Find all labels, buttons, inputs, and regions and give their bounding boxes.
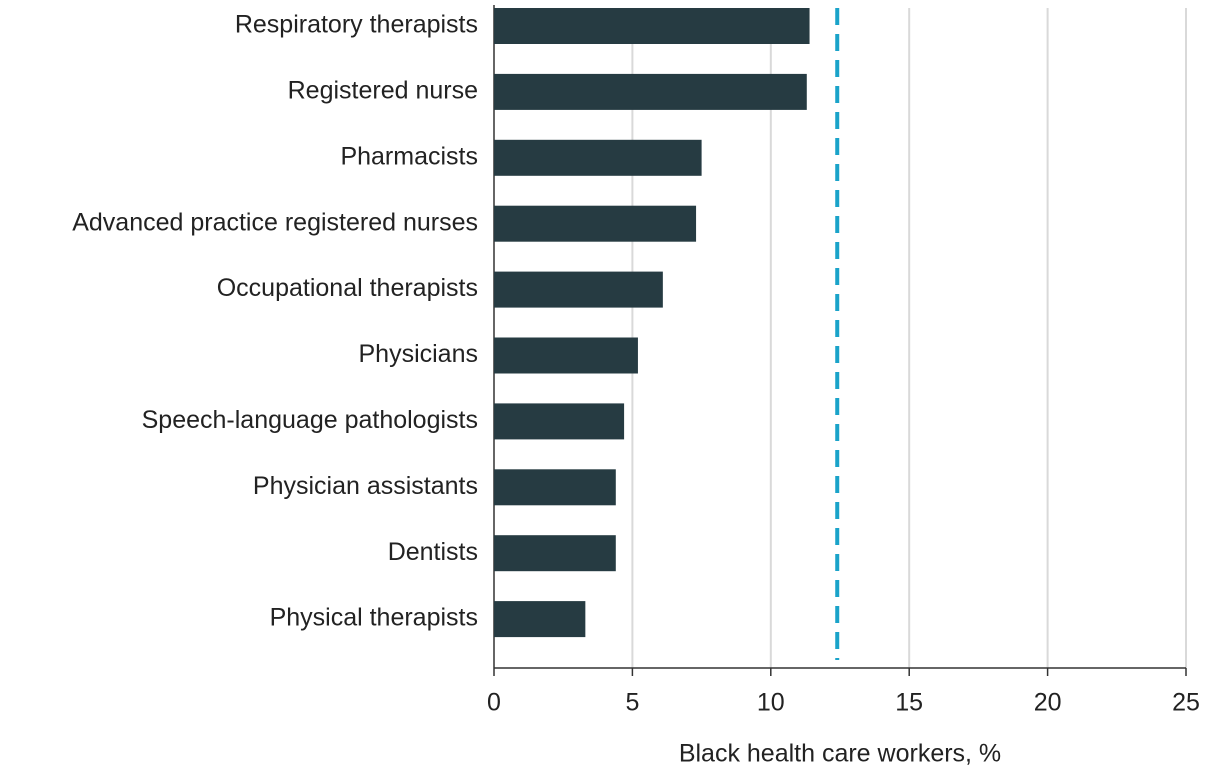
y-tick-label: Physician assistants (253, 472, 478, 500)
x-tick-label: 15 (895, 689, 923, 717)
bar (494, 8, 810, 44)
y-tick-label: Physical therapists (270, 604, 478, 632)
x-tick-label: 20 (1034, 689, 1062, 717)
x-tick-label: 10 (757, 689, 785, 717)
bar (494, 73, 807, 110)
x-tick-label: 25 (1172, 689, 1200, 717)
bar (494, 403, 625, 440)
bar (494, 205, 697, 242)
bar (494, 535, 616, 572)
x-axis-title: Black health care workers, % (679, 740, 1001, 768)
y-tick-label: Dentists (388, 538, 478, 566)
bar (494, 271, 663, 308)
y-tick-label: Physicians (359, 340, 479, 368)
x-tick-label: 5 (625, 689, 639, 717)
bar (494, 337, 638, 374)
y-tick-label: Pharmacists (340, 142, 478, 170)
y-tick-label: Advanced practice registered nurses (72, 208, 478, 236)
bar (494, 139, 702, 176)
bar (494, 601, 586, 638)
y-tick-label: Registered nurse (288, 77, 478, 105)
y-tick-label: Respiratory therapists (235, 11, 478, 39)
bar (494, 469, 616, 506)
y-tick-label: Speech-language pathologists (142, 406, 478, 434)
x-tick-label: 0 (487, 689, 501, 717)
y-tick-label: Occupational therapists (217, 274, 478, 302)
